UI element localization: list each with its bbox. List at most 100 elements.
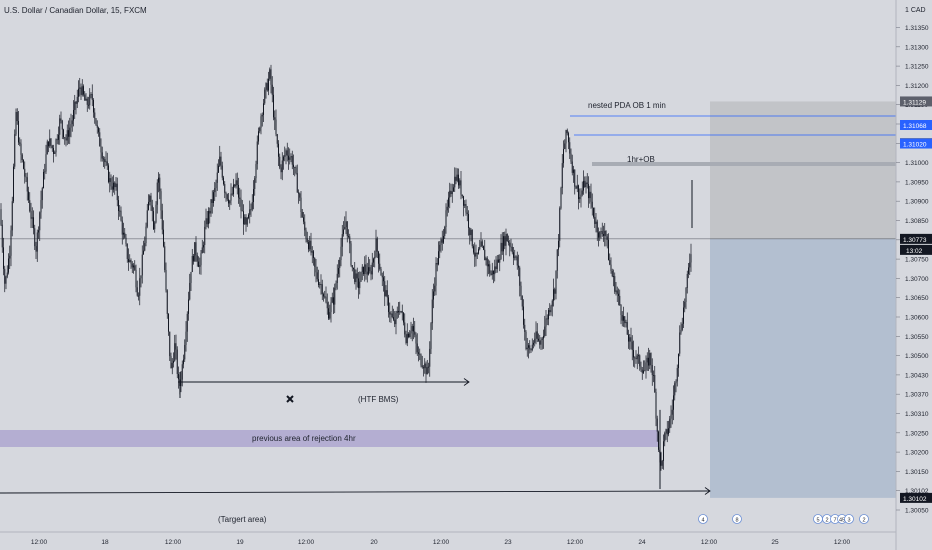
candle-body	[311, 251, 313, 253]
candle-body	[206, 218, 208, 225]
candle-body	[571, 161, 573, 173]
candle-body	[49, 138, 51, 147]
candle-body	[215, 182, 217, 189]
annotation-rejection-zone: previous area of rejection 4hr	[252, 434, 356, 443]
candle-body	[535, 331, 537, 339]
candle-body	[233, 184, 234, 195]
candle-body	[345, 221, 347, 228]
candle-body	[116, 183, 118, 201]
candle-body	[679, 332, 681, 354]
candle-body	[131, 263, 133, 268]
candle-body	[271, 84, 273, 95]
candle-body	[581, 190, 583, 195]
candle-body	[495, 266, 497, 269]
candle-body	[245, 217, 247, 225]
candle-body	[15, 112, 17, 135]
candle-body	[533, 342, 534, 345]
candle-body	[128, 258, 129, 263]
candle-body	[284, 155, 286, 157]
event-badge[interactable]	[859, 514, 869, 524]
candle-body	[81, 86, 83, 95]
candle-body	[264, 89, 266, 104]
candle-body	[135, 269, 137, 288]
candle-body	[140, 275, 142, 279]
candle-body	[115, 183, 117, 188]
candle-body	[544, 326, 546, 336]
candle-body	[285, 150, 287, 156]
candle-body	[483, 246, 484, 250]
candle-body	[651, 365, 653, 376]
candle-body	[75, 101, 77, 104]
candle-body	[540, 339, 542, 345]
candle-body	[18, 121, 19, 143]
candle-body	[580, 194, 582, 198]
candle-body	[173, 360, 174, 363]
candle-body	[279, 156, 281, 168]
candle-body	[38, 230, 39, 233]
candle-body	[108, 165, 109, 182]
candle-body	[218, 165, 219, 173]
candle-body	[19, 142, 21, 144]
event-badge-label: 2	[862, 518, 865, 524]
candle-body	[519, 267, 521, 286]
time-tick-label: 19	[236, 539, 244, 546]
candle-body	[605, 230, 607, 237]
candle-body	[474, 252, 476, 257]
candle-body	[209, 210, 211, 214]
candle-body	[520, 285, 522, 297]
candle-body	[470, 229, 472, 236]
ob-zone-1hr[interactable]	[592, 162, 896, 166]
candle-body	[364, 264, 366, 275]
target-arrow[interactable]	[0, 490, 711, 494]
candle-body	[276, 134, 278, 144]
candle-body	[65, 138, 67, 141]
event-badge-label: 45	[839, 518, 845, 524]
candle-body	[643, 370, 644, 373]
candle-body	[309, 240, 311, 250]
rejection-zone[interactable]	[0, 430, 658, 447]
candle-body	[148, 201, 149, 211]
event-badge[interactable]	[732, 514, 742, 524]
candle-body	[573, 169, 574, 173]
candle-body	[434, 285, 436, 292]
candle-body	[649, 353, 651, 366]
candle-body	[51, 145, 53, 149]
candle-body	[524, 324, 526, 332]
candle-body	[84, 94, 86, 101]
candle-body	[548, 310, 549, 320]
candle-body	[74, 101, 76, 110]
candle-body	[446, 206, 448, 211]
candle-body	[278, 143, 279, 157]
candle-body	[164, 246, 166, 270]
position-target-zone[interactable]	[710, 238, 896, 498]
candle-body	[163, 229, 164, 247]
time-tick-label: 12:00	[701, 539, 718, 546]
candle-body	[415, 334, 417, 344]
position-stop-zone[interactable]	[710, 101, 896, 239]
candle-body	[443, 236, 444, 243]
event-badge[interactable]	[698, 514, 708, 524]
candle-body	[396, 310, 398, 314]
candle-body	[488, 264, 489, 267]
candle-body	[100, 146, 102, 153]
candle-body	[370, 271, 372, 275]
candle-body	[201, 247, 203, 254]
candle-body	[288, 155, 289, 160]
price-tick-label: 1.30750	[905, 257, 929, 264]
candle-body	[686, 273, 688, 288]
candle-body	[255, 164, 257, 179]
candle-body	[99, 132, 101, 147]
candle-body	[138, 295, 139, 297]
candle-body	[509, 242, 511, 247]
price-tick-label: 1.30600	[905, 315, 929, 322]
candle-body	[134, 265, 136, 270]
event-badge[interactable]	[844, 514, 854, 524]
candle-body	[189, 282, 191, 300]
candle-body	[61, 120, 63, 130]
candle-body	[340, 246, 342, 261]
price-axis[interactable]	[896, 0, 932, 550]
price-tick-label: 1.30500	[905, 353, 929, 360]
candle-body	[666, 429, 668, 435]
candle-body	[431, 299, 433, 324]
